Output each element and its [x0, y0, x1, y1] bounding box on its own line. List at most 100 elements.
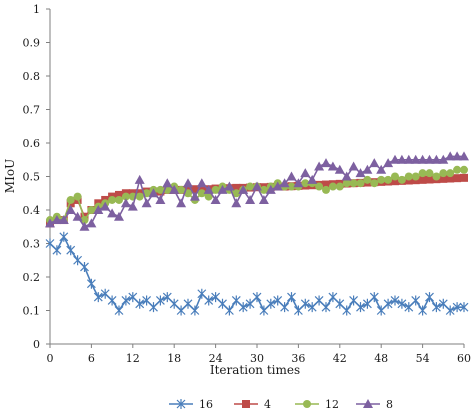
- data-point: [459, 151, 469, 161]
- legend-label: 12: [325, 398, 339, 411]
- legend-item-16: 16: [169, 398, 213, 411]
- data-point: [224, 305, 234, 316]
- data-point: [120, 198, 131, 208]
- data-point: [322, 185, 330, 194]
- data-point: [115, 195, 123, 204]
- data-point: [231, 198, 242, 208]
- data-point: [245, 194, 256, 204]
- legend-item-4: 4: [234, 398, 271, 411]
- data-point: [135, 192, 144, 201]
- x-tick-label: 6: [88, 352, 95, 365]
- data-point: [363, 175, 372, 184]
- data-point: [390, 154, 400, 164]
- data-point: [439, 174, 448, 183]
- data-point: [134, 174, 145, 184]
- data-point: [349, 179, 358, 188]
- data-point: [266, 298, 276, 309]
- data-point: [459, 302, 469, 313]
- data-point: [342, 179, 351, 188]
- data-point: [141, 198, 152, 208]
- data-point: [273, 295, 283, 306]
- data-point: [80, 261, 89, 272]
- data-point: [314, 295, 324, 306]
- y-tick-label: 0.8: [23, 70, 41, 83]
- data-point: [362, 298, 372, 309]
- y-tick-label: 0.6: [23, 137, 41, 150]
- data-point: [265, 184, 276, 194]
- data-point: [342, 305, 352, 316]
- data-point: [183, 298, 193, 309]
- data-point: [231, 295, 241, 306]
- data-point: [66, 245, 76, 256]
- y-tick-label: 0.4: [23, 204, 41, 217]
- data-point: [287, 292, 296, 303]
- data-point: [52, 245, 62, 256]
- data-point: [356, 302, 365, 313]
- data-point: [156, 185, 165, 194]
- data-point: [135, 298, 145, 309]
- data-point: [348, 161, 359, 171]
- data-point: [370, 179, 379, 188]
- data-point: [73, 255, 83, 266]
- data-point: [403, 154, 414, 164]
- data-point: [183, 178, 193, 188]
- data-point: [189, 191, 200, 201]
- y-axis-title: MIoU: [3, 159, 17, 193]
- data-point: [376, 305, 386, 316]
- data-point: [418, 305, 428, 316]
- data-point: [439, 169, 448, 178]
- data-point: [335, 182, 344, 191]
- data-point: [396, 154, 407, 164]
- data-point: [190, 185, 199, 194]
- data-point: [176, 305, 186, 316]
- data-point: [286, 171, 297, 181]
- data-point: [445, 151, 456, 161]
- data-point: [272, 181, 283, 191]
- data-point: [58, 215, 69, 225]
- data-point: [128, 292, 138, 303]
- data-point: [246, 182, 255, 191]
- data-point: [107, 295, 117, 306]
- data-point: [362, 164, 373, 174]
- data-point: [127, 201, 138, 211]
- data-point: [211, 292, 221, 303]
- data-point: [453, 165, 462, 174]
- data-point: [411, 172, 420, 181]
- legend-swatch-marker: [303, 400, 311, 408]
- legend-swatch-marker: [176, 399, 186, 409]
- data-point: [424, 154, 435, 164]
- y-tick-label: 0.5: [23, 171, 41, 184]
- data-point: [238, 302, 248, 313]
- data-point: [445, 305, 455, 316]
- x-tick-label: 30: [250, 352, 264, 365]
- data-point: [293, 178, 304, 188]
- data-point: [100, 288, 110, 299]
- data-point: [121, 295, 131, 306]
- data-point: [383, 298, 393, 309]
- data-point: [210, 194, 221, 204]
- data-point: [108, 195, 117, 204]
- data-point: [80, 216, 89, 225]
- data-point: [404, 172, 413, 181]
- data-point: [259, 305, 269, 316]
- data-point: [79, 221, 90, 231]
- data-point: [341, 171, 352, 181]
- data-point: [397, 298, 407, 309]
- data-point: [376, 164, 387, 174]
- data-point: [314, 161, 325, 171]
- data-point: [383, 158, 394, 168]
- y-tick-label: 0.7: [23, 104, 41, 117]
- data-point: [411, 295, 421, 306]
- data-point: [217, 184, 228, 194]
- data-point: [307, 174, 318, 184]
- data-point: [93, 205, 104, 214]
- data-point: [391, 172, 399, 181]
- data-point: [121, 192, 130, 201]
- data-point: [327, 161, 338, 171]
- data-point: [328, 292, 338, 303]
- data-point: [287, 182, 296, 191]
- data-point: [404, 176, 413, 185]
- data-point: [307, 302, 317, 313]
- data-point: [397, 175, 406, 184]
